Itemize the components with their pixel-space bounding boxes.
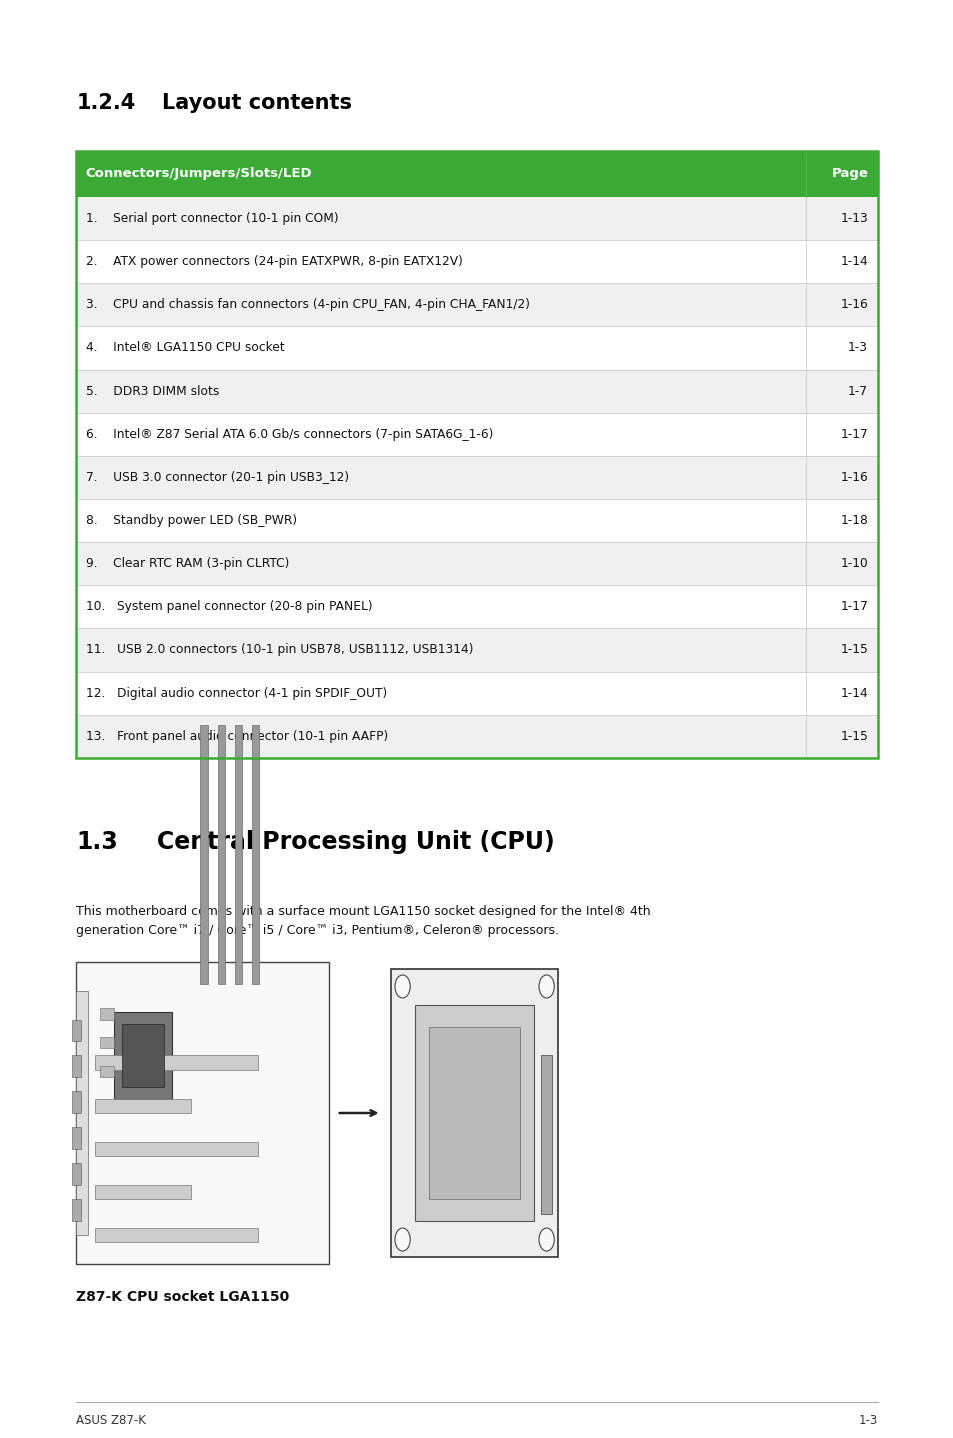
- Text: 1.3: 1.3: [76, 830, 118, 854]
- Text: 7.    USB 3.0 connector (20-1 pin USB3_12): 7. USB 3.0 connector (20-1 pin USB3_12): [86, 470, 349, 485]
- Text: 1.    Serial port connector (10-1 pin COM): 1. Serial port connector (10-1 pin COM): [86, 211, 338, 226]
- Text: 1-15: 1-15: [840, 643, 867, 657]
- Bar: [71, 1163, 81, 1185]
- Bar: [95, 1185, 191, 1199]
- Circle shape: [395, 1228, 410, 1251]
- Bar: [76, 151, 877, 758]
- Bar: [71, 1055, 81, 1077]
- Text: 1-13: 1-13: [840, 211, 867, 226]
- Bar: [100, 1066, 114, 1077]
- Circle shape: [538, 1228, 554, 1251]
- Bar: [76, 240, 877, 283]
- Circle shape: [395, 975, 410, 998]
- Bar: [76, 283, 877, 326]
- Bar: [76, 370, 877, 413]
- Text: 1-14: 1-14: [840, 686, 867, 700]
- Text: Central Processing Unit (CPU): Central Processing Unit (CPU): [157, 830, 555, 854]
- Text: 1.2.4: 1.2.4: [76, 93, 135, 114]
- Bar: [114, 1012, 172, 1099]
- Bar: [217, 725, 225, 984]
- Text: Page: Page: [830, 167, 867, 181]
- Bar: [76, 326, 877, 370]
- Text: 5.    DDR3 DIMM slots: 5. DDR3 DIMM slots: [86, 384, 219, 398]
- Text: 4.    Intel® LGA1150 CPU socket: 4. Intel® LGA1150 CPU socket: [86, 341, 284, 355]
- Bar: [76, 151, 877, 197]
- Bar: [200, 725, 208, 984]
- Bar: [391, 969, 558, 1257]
- Text: ASUS Z87-K: ASUS Z87-K: [76, 1414, 146, 1426]
- Bar: [76, 715, 877, 758]
- Circle shape: [538, 975, 554, 998]
- Text: 1-14: 1-14: [840, 255, 867, 269]
- Bar: [122, 1024, 164, 1087]
- Text: 11.   USB 2.0 connectors (10-1 pin USB78, USB1112, USB1314): 11. USB 2.0 connectors (10-1 pin USB78, …: [86, 643, 473, 657]
- Text: 1-7: 1-7: [847, 384, 867, 398]
- Text: 1-16: 1-16: [840, 470, 867, 485]
- Bar: [71, 1091, 81, 1113]
- Bar: [76, 628, 877, 672]
- Bar: [71, 1199, 81, 1221]
- Text: 1-3: 1-3: [847, 341, 867, 355]
- Text: 1-16: 1-16: [840, 298, 867, 312]
- Text: 12.   Digital audio connector (4-1 pin SPDIF_OUT): 12. Digital audio connector (4-1 pin SPD…: [86, 686, 387, 700]
- Text: Connectors/Jumpers/Slots/LED: Connectors/Jumpers/Slots/LED: [86, 167, 313, 181]
- Bar: [71, 1020, 81, 1041]
- Bar: [76, 499, 877, 542]
- Bar: [76, 585, 877, 628]
- Bar: [234, 725, 242, 984]
- Bar: [415, 1005, 534, 1221]
- Text: 13.   Front panel audio connector (10-1 pin AAFP): 13. Front panel audio connector (10-1 pi…: [86, 729, 388, 743]
- Bar: [252, 725, 259, 984]
- Bar: [76, 197, 877, 240]
- Bar: [95, 1228, 257, 1242]
- Text: 10.   System panel connector (20-8 pin PANEL): 10. System panel connector (20-8 pin PAN…: [86, 600, 372, 614]
- Text: 2.    ATX power connectors (24-pin EATXPWR, 8-pin EATX12V): 2. ATX power connectors (24-pin EATXPWR,…: [86, 255, 462, 269]
- Bar: [429, 1027, 519, 1199]
- Text: 1-10: 1-10: [840, 557, 867, 571]
- Text: Layout contents: Layout contents: [162, 93, 352, 114]
- Bar: [76, 672, 877, 715]
- Bar: [71, 1127, 81, 1149]
- Bar: [76, 542, 877, 585]
- Bar: [95, 1055, 257, 1070]
- Bar: [95, 1099, 191, 1113]
- Bar: [100, 1037, 114, 1048]
- Bar: [76, 413, 877, 456]
- Text: 1-15: 1-15: [840, 729, 867, 743]
- Bar: [100, 1008, 114, 1020]
- Text: 1-17: 1-17: [840, 600, 867, 614]
- Text: This motherboard comes with a surface mount LGA1150 socket designed for the Inte: This motherboard comes with a surface mo…: [76, 905, 650, 936]
- Bar: [540, 1055, 552, 1214]
- Bar: [76, 991, 88, 1235]
- Bar: [76, 456, 877, 499]
- Text: 1-3: 1-3: [858, 1414, 877, 1426]
- Text: 1-18: 1-18: [840, 513, 867, 528]
- Bar: [95, 1142, 257, 1156]
- Bar: [76, 962, 329, 1264]
- Text: Z87-K CPU socket LGA1150: Z87-K CPU socket LGA1150: [76, 1290, 290, 1304]
- Text: 8.    Standby power LED (SB_PWR): 8. Standby power LED (SB_PWR): [86, 513, 296, 528]
- Text: 3.    CPU and chassis fan connectors (4-pin CPU_FAN, 4-pin CHA_FAN1/2): 3. CPU and chassis fan connectors (4-pin…: [86, 298, 529, 312]
- Text: 6.    Intel® Z87 Serial ATA 6.0 Gb/s connectors (7-pin SATA6G_1-6): 6. Intel® Z87 Serial ATA 6.0 Gb/s connec…: [86, 427, 493, 441]
- Text: 1-17: 1-17: [840, 427, 867, 441]
- Text: 9.    Clear RTC RAM (3-pin CLRTC): 9. Clear RTC RAM (3-pin CLRTC): [86, 557, 289, 571]
